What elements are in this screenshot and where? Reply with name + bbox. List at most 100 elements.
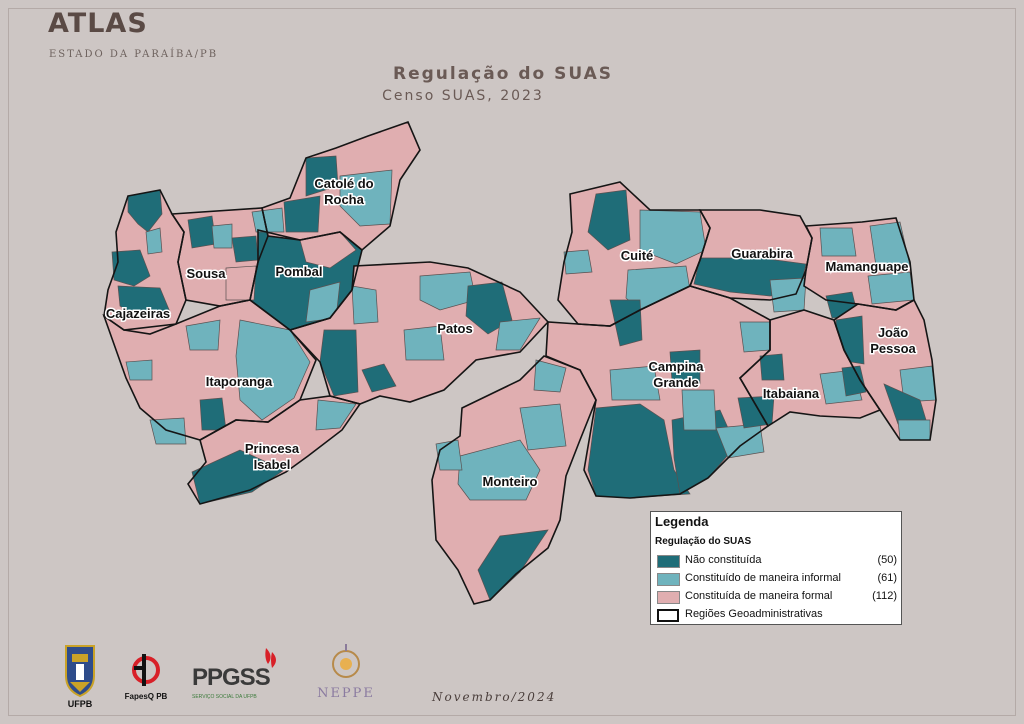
label-monteiro: Monteiro xyxy=(483,474,538,489)
muni-catole-a xyxy=(305,155,339,197)
muni-sousa-b xyxy=(211,223,233,249)
map-legend: Legenda Regulação do SUAS Não constituíd… xyxy=(650,511,902,625)
label-patos: Patos xyxy=(437,321,472,336)
muni-sousa-a xyxy=(187,215,217,249)
label-itaporanga: Itaporanga xyxy=(206,374,273,389)
muni-itabaiana-c xyxy=(759,353,785,381)
muni-itaporanga-a xyxy=(235,319,311,421)
legend-item-nao-constituida: Não constituída (50) xyxy=(657,554,897,568)
label-catole-2: Rocha xyxy=(324,192,365,207)
fapesq-logo: FapesQ PB xyxy=(120,650,172,706)
muni-campina-a xyxy=(587,403,691,499)
muni-mamanguape-a xyxy=(819,227,857,257)
muni-patos-b xyxy=(419,271,477,311)
east-lobe xyxy=(545,181,937,499)
legend-item-count: (112) xyxy=(872,590,897,602)
atlas-title: ATLAS xyxy=(48,8,148,39)
label-campina-2: Grande xyxy=(653,375,699,390)
muni-pombal-c xyxy=(225,265,257,301)
legend-item-label: Constituído de maneira informal xyxy=(685,572,841,584)
fapesq-mark-icon xyxy=(132,654,160,686)
muni-princesa-b xyxy=(315,399,357,431)
ufpb-logo-text: UFPB xyxy=(67,699,93,709)
label-catole-1: Catolé do xyxy=(314,176,373,191)
label-jp-2: Pessoa xyxy=(870,341,916,356)
cariri-lobe xyxy=(431,355,597,605)
muni-campina-h xyxy=(739,321,771,353)
footer-date: Novembro/2024 xyxy=(432,690,557,704)
ppgss-logo: PPGSS SERVIÇO SOCIAL DA UFPB xyxy=(192,646,296,706)
label-princesa-2: Isabel xyxy=(254,457,291,472)
muni-itaporanga-d xyxy=(185,319,221,351)
label-campina-1: Campina xyxy=(649,359,705,374)
atlas-subtitle: ESTADO DA PARAÍBA/PB xyxy=(49,49,219,60)
muni-patos-g xyxy=(495,317,541,351)
muni-campina-g xyxy=(669,349,701,385)
ppgss-logo-text: PPGSS xyxy=(192,664,271,691)
muni-patos-e xyxy=(403,325,445,361)
muni-patos-a xyxy=(319,329,359,397)
legend-item-regions: Regiões Geoadministrativas xyxy=(657,608,897,622)
label-itabaiana: Itabaiana xyxy=(763,386,820,401)
page-frame xyxy=(8,8,1016,716)
neppe-logo: NEPPE xyxy=(316,642,376,708)
muni-monteiro-c xyxy=(477,529,549,601)
fapesq-logo-text: FapesQ PB xyxy=(124,692,168,701)
muni-jp-d xyxy=(897,419,931,441)
muni-monteiro-a xyxy=(457,439,541,501)
label-princesa-1: Princesa xyxy=(245,441,300,456)
region-borders xyxy=(102,120,937,605)
legend-swatch-outline xyxy=(657,609,679,622)
legend-swatch xyxy=(657,573,680,586)
label-pombal: Pombal xyxy=(276,264,323,279)
central-lobe xyxy=(289,261,549,405)
map-title: Regulação do SUAS xyxy=(392,64,614,84)
muni-cuite-a xyxy=(587,189,631,251)
muni-campina-d xyxy=(681,389,717,431)
muni-sousa-c xyxy=(231,235,259,263)
muni-itabaiana-d xyxy=(841,365,867,397)
muni-catole-c xyxy=(283,195,321,233)
map-subtitle: Censo SUAS, 2023 xyxy=(382,88,544,104)
label-cajazeiras: Cajazeiras xyxy=(106,306,170,321)
muni-monteiro-d xyxy=(533,359,567,393)
legend-item-label: Regiões Geoadministrativas xyxy=(685,608,823,620)
muni-patos-d xyxy=(351,285,379,325)
muni-itaporanga-e xyxy=(125,359,153,381)
label-sousa: Sousa xyxy=(186,266,226,281)
legend-item-informal: Constituído de maneira informal (61) xyxy=(657,572,897,586)
muni-cuite-b xyxy=(639,209,707,265)
neppe-emblem-icon xyxy=(332,644,360,678)
ufpb-crest-icon xyxy=(65,645,95,698)
muni-cajazeiras-d xyxy=(145,227,163,255)
legend-swatch xyxy=(657,555,680,568)
muni-cuite-d xyxy=(563,249,593,275)
ppgss-logo-caption: SERVIÇO SOCIAL DA UFPB xyxy=(192,694,257,700)
muni-campina-e xyxy=(609,299,643,347)
legend-subtitle: Regulação do SUAS xyxy=(655,536,752,547)
ppgss-flame-icon xyxy=(265,648,276,668)
muni-cajazeiras-c xyxy=(117,285,171,319)
muni-itaporanga-c xyxy=(199,397,227,431)
ufpb-logo: UFPB xyxy=(60,642,100,709)
muni-campina-c xyxy=(609,365,661,401)
muni-monteiro-b xyxy=(519,403,567,451)
neppe-logo-text: NEPPE xyxy=(317,686,375,701)
legend-item-formal: Constituída de maneira formal (112) xyxy=(657,590,897,604)
legend-swatch xyxy=(657,591,680,604)
muni-mamanguape-d xyxy=(867,271,915,305)
region-labels: Catolé do Rocha Sousa Pombal Cajazeiras … xyxy=(104,175,918,491)
legend-item-label: Constituída de maneira formal xyxy=(685,590,833,602)
legend-item-label: Não constituída xyxy=(685,554,762,566)
west-lobe xyxy=(103,121,421,505)
muni-catole-b xyxy=(339,169,393,227)
legend-title: Legenda xyxy=(655,514,709,529)
muni-catole-d xyxy=(251,207,285,233)
legend-item-count: (50) xyxy=(877,554,897,566)
label-cuite: Cuité xyxy=(621,248,654,263)
label-jp-1: João xyxy=(878,325,908,340)
label-mamanguape: Mamanguape xyxy=(825,259,908,274)
muni-patos-f xyxy=(361,363,397,393)
label-guarabira: Guarabira xyxy=(731,246,793,261)
